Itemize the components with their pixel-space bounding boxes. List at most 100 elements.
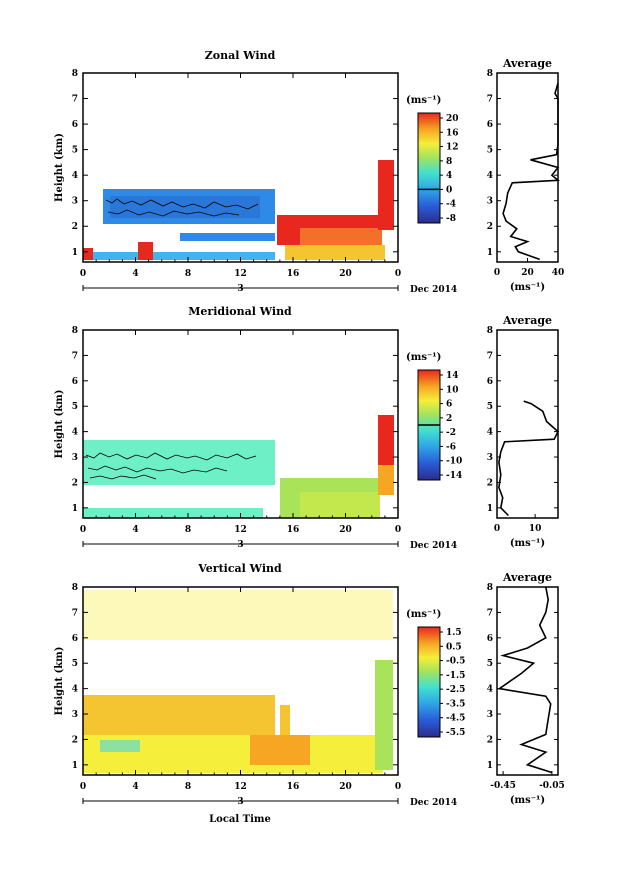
x-tick-label: 0 <box>80 269 86 279</box>
colorbar-tick-label: 0 <box>446 185 452 195</box>
colorbar-tick-label: 0.5 <box>446 642 462 652</box>
average-frame <box>496 329 559 519</box>
x-tick-label: 16 <box>287 782 300 792</box>
y-tick-label: 4 <box>72 428 78 438</box>
month-label: Dec 2014 <box>410 798 457 808</box>
colorbar-tick-label: -5.5 <box>446 728 465 738</box>
day-label: 3 <box>237 284 243 294</box>
month-label: Dec 2014 <box>410 541 457 551</box>
y-tick-label: 6 <box>72 377 78 387</box>
colorbar-tick-label: -2 <box>446 428 456 438</box>
x-tick-label: 12 <box>234 782 247 792</box>
x-tick-label: 0 <box>395 269 401 279</box>
avg-y-tick-label: 7 <box>487 95 493 105</box>
colorbar-unit: (ms⁻¹) <box>406 352 441 363</box>
colorbar-gradient <box>417 626 441 738</box>
avg-y-tick-label: 2 <box>487 222 493 232</box>
avg-x-tick-label: 0 <box>494 268 500 278</box>
average-line <box>502 82 561 261</box>
colorbar-tick-label: -0.5 <box>446 657 465 667</box>
y-axis-label: Height (km) <box>54 647 65 716</box>
x-tick-label: 0 <box>80 525 86 535</box>
panel-title: Vertical Wind <box>197 562 282 575</box>
avg-x-tick-label: 40 <box>552 268 565 278</box>
colorbar-tick-label: 10 <box>446 385 459 395</box>
colorbar-tick-label: -4 <box>446 200 456 210</box>
vertical-region <box>83 590 393 640</box>
colorbar-tick-label: -2.5 <box>446 685 465 695</box>
x-tick-label: 8 <box>185 782 191 792</box>
avg-y-tick-label: 6 <box>487 120 493 130</box>
x-tick-label: 20 <box>339 782 352 792</box>
colorbar-tick-label: -3.5 <box>446 699 465 709</box>
x-tick-label: 8 <box>185 525 191 535</box>
avg-x-label: (ms⁻¹) <box>510 538 545 549</box>
meridional-region <box>83 508 263 518</box>
avg-x-label: (ms⁻¹) <box>510 282 545 293</box>
colorbar-tick-label: 20 <box>446 114 459 124</box>
y-tick-label: 7 <box>72 351 78 361</box>
avg-y-tick-label: 5 <box>487 146 493 156</box>
day-label: 3 <box>237 540 243 550</box>
avg-y-tick-label: 1 <box>487 248 493 258</box>
avg-x-tick-label: 0 <box>494 524 500 534</box>
avg-y-tick-label: 8 <box>487 326 493 336</box>
x-tick-label: 16 <box>287 525 300 535</box>
panel-title: Zonal Wind <box>205 49 276 62</box>
y-tick-label: 3 <box>72 197 78 207</box>
avg-x-label: (ms⁻¹) <box>510 795 545 806</box>
avg-y-tick-label: 5 <box>487 402 493 412</box>
vertical-region <box>250 735 310 765</box>
colorbar-tick-label: -10 <box>446 457 462 467</box>
y-tick-label: 4 <box>72 685 78 695</box>
heatmap-field <box>83 415 394 518</box>
y-axis-label: Height (km) <box>54 390 65 459</box>
colorbar-tick-label: -14 <box>446 471 462 481</box>
vertical-region <box>100 740 140 752</box>
x-tick-label: 0 <box>80 782 86 792</box>
avg-x-tick-label: -0.05 <box>539 781 565 791</box>
vertical-region <box>83 695 275 735</box>
day-label: 3 <box>237 797 243 807</box>
colorbar-tick-label: 8 <box>446 157 452 167</box>
x-tick-label: 12 <box>234 269 247 279</box>
colorbar-tick-label: 12 <box>446 143 459 153</box>
westerly-region <box>300 228 382 250</box>
y-tick-label: 5 <box>72 659 78 669</box>
avg-y-tick-label: 5 <box>487 659 493 669</box>
avg-x-tick-label: 20 <box>521 268 534 278</box>
avg-x-tick-label: 10 <box>529 524 542 534</box>
colorbar-tick-label: 2 <box>446 414 452 424</box>
x-tick-label: 12 <box>234 525 247 535</box>
colorbar: (ms⁻¹) 1.5 0.5 -0.5 -1.5 -2.5 -3.5 -4.5 -5.5 <box>406 609 465 738</box>
heatmap-field <box>83 590 393 773</box>
avg-x-tick-label: -0.45 <box>490 781 516 791</box>
colorbar: (ms⁻¹) 20 16 12 8 4 0 -4 -8 <box>406 95 459 224</box>
meridional-region <box>83 440 275 485</box>
x-tick-label: 0 <box>395 782 401 792</box>
surface-band <box>180 233 275 241</box>
y-tick-label: 6 <box>72 120 78 130</box>
contour-speckle <box>85 452 257 480</box>
average-frame <box>496 72 559 263</box>
colorbar-tick-label: 4 <box>446 171 452 181</box>
avg-y-tick-label: 1 <box>487 761 493 771</box>
colorbar-unit: (ms⁻¹) <box>406 95 441 106</box>
average-line <box>498 400 559 517</box>
avg-y-tick-label: 3 <box>487 710 493 720</box>
meridional-region <box>300 492 380 518</box>
average-title: Average <box>502 571 552 584</box>
avg-y-tick-label: 7 <box>487 351 493 361</box>
avg-y-tick-label: 6 <box>487 377 493 387</box>
colorbar-tick-label: -6 <box>446 442 456 452</box>
meridional-region <box>378 415 394 465</box>
avg-y-tick-label: 2 <box>487 735 493 745</box>
y-tick-label: 7 <box>72 95 78 105</box>
x-axis-label: Local Time <box>209 814 271 825</box>
westerly-region <box>378 160 394 230</box>
colorbar-unit: (ms⁻¹) <box>406 609 441 620</box>
